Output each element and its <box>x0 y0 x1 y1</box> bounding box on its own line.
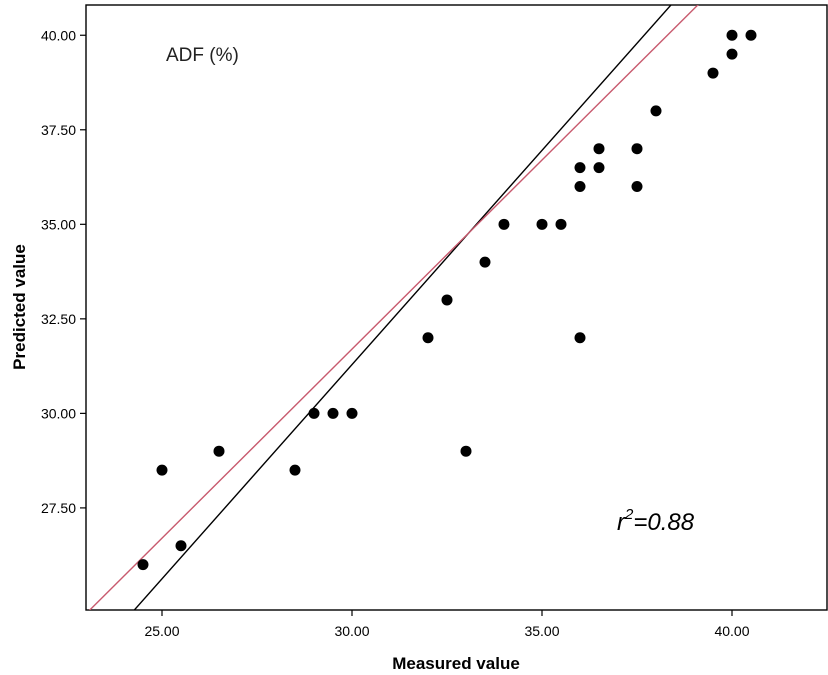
data-point <box>574 332 586 344</box>
y-tick-label: 37.50 <box>41 122 76 138</box>
data-point <box>308 407 320 419</box>
x-axis-ticks: 25.00 30.00 35.00 40.00 <box>144 610 750 639</box>
data-point <box>441 294 453 306</box>
x-tick-label: 40.00 <box>714 623 749 639</box>
data-point <box>137 559 149 571</box>
plot-frame <box>85 4 828 611</box>
data-point <box>707 67 719 79</box>
r-squared-symbol: r <box>617 509 626 536</box>
data-point <box>346 407 358 419</box>
y-axis-ticks: 27.50 30.00 32.50 35.00 37.50 40.00 <box>41 27 86 516</box>
data-point <box>156 464 168 476</box>
data-point <box>593 162 605 174</box>
data-point <box>650 105 662 117</box>
data-point <box>422 332 434 344</box>
x-tick-label: 30.00 <box>334 623 369 639</box>
data-point <box>631 181 643 192</box>
data-point <box>327 407 339 419</box>
data-point <box>726 29 738 41</box>
y-tick-label: 27.50 <box>41 500 76 516</box>
data-point <box>479 256 491 268</box>
x-tick-label: 35.00 <box>524 623 559 639</box>
data-point <box>555 218 567 230</box>
data-point <box>498 218 510 230</box>
data-point <box>536 218 548 230</box>
x-tick-label: 25.00 <box>144 623 179 639</box>
data-point <box>213 445 225 457</box>
data-point <box>460 445 472 457</box>
r-squared-annotation: r2=0.88 <box>617 506 695 536</box>
y-tick-label: 32.50 <box>41 311 76 327</box>
chart-annotation: ADF (%) <box>166 45 239 66</box>
y-axis-title: Predicted value <box>10 244 29 370</box>
data-point <box>175 540 187 552</box>
y-tick-label: 30.00 <box>41 405 76 421</box>
r-squared-value: =0.88 <box>633 509 694 536</box>
r-squared-exponent: 2 <box>624 506 634 523</box>
data-point <box>574 162 586 174</box>
data-point <box>726 48 738 60</box>
reference-line <box>88 5 699 610</box>
data-point <box>745 29 757 41</box>
y-tick-label: 35.00 <box>41 216 76 232</box>
points-layer <box>137 29 757 571</box>
fit-line <box>133 5 672 610</box>
lines-layer <box>88 5 699 610</box>
y-tick-label: 40.00 <box>41 27 76 43</box>
data-point <box>631 143 643 155</box>
data-point <box>593 143 605 155</box>
x-axis-title: Measured value <box>392 654 520 673</box>
data-point <box>574 181 586 192</box>
data-point <box>289 464 301 476</box>
